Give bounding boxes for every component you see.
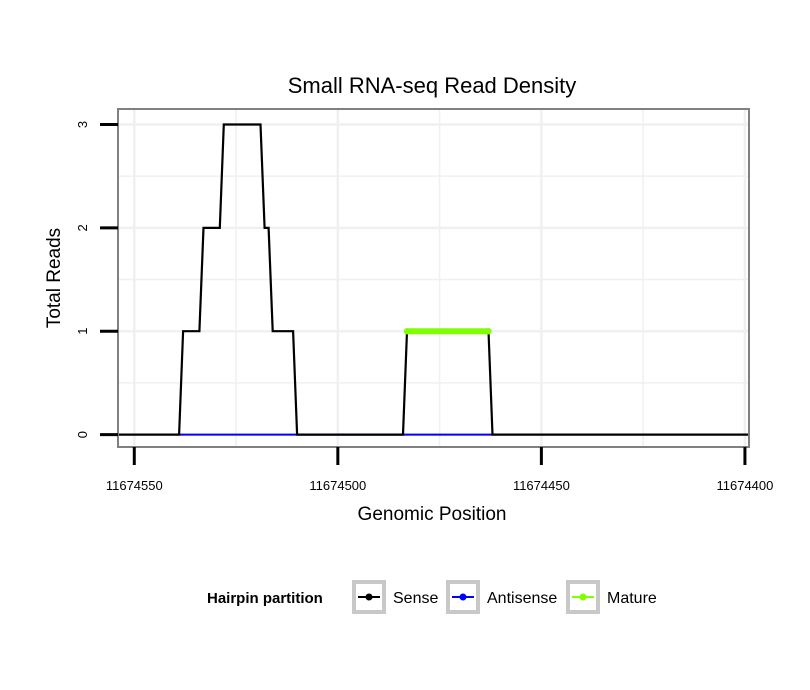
plot-border [117,108,750,448]
y-tick-label: 3 [75,121,90,128]
legend-label: Sense [393,590,438,607]
x-axis-label: Genomic Position [358,504,507,525]
y-tick-label: 2 [75,224,90,231]
y-tick-label: 1 [75,328,90,335]
mature-point [403,328,411,335]
x-tick-label: 11674500 [309,478,366,493]
legend-key-point [579,593,587,601]
mature-point [485,328,492,335]
legend-title: Hairpin partition [207,590,323,607]
legend-item-mature: Mature [566,580,657,614]
legend-key-point [459,593,467,601]
axes: 0 1 2 3 11674550 11674500 11674450 11674400 [75,121,773,493]
legend-item-antisense: Antisense [446,580,557,614]
y-tick-label: 0 [75,431,90,438]
x-tick-label: 11674450 [513,478,570,493]
grid-lines [118,109,749,447]
legend-item-sense: Sense [352,580,438,614]
series-layer [118,123,749,436]
x-tick-label: 11674400 [716,478,773,493]
legend-label: Mature [607,590,657,607]
legend: Hairpin partition Sense Antisense Mature [207,580,657,614]
series-mature [403,328,492,335]
chart-title: Small RNA-seq Read Density [288,73,577,98]
x-tick-label: 11674550 [106,478,163,493]
legend-label: Antisense [487,590,557,607]
y-axis-label: Total Reads [44,228,65,328]
legend-key-point [365,593,373,601]
plot-panel [118,109,749,447]
